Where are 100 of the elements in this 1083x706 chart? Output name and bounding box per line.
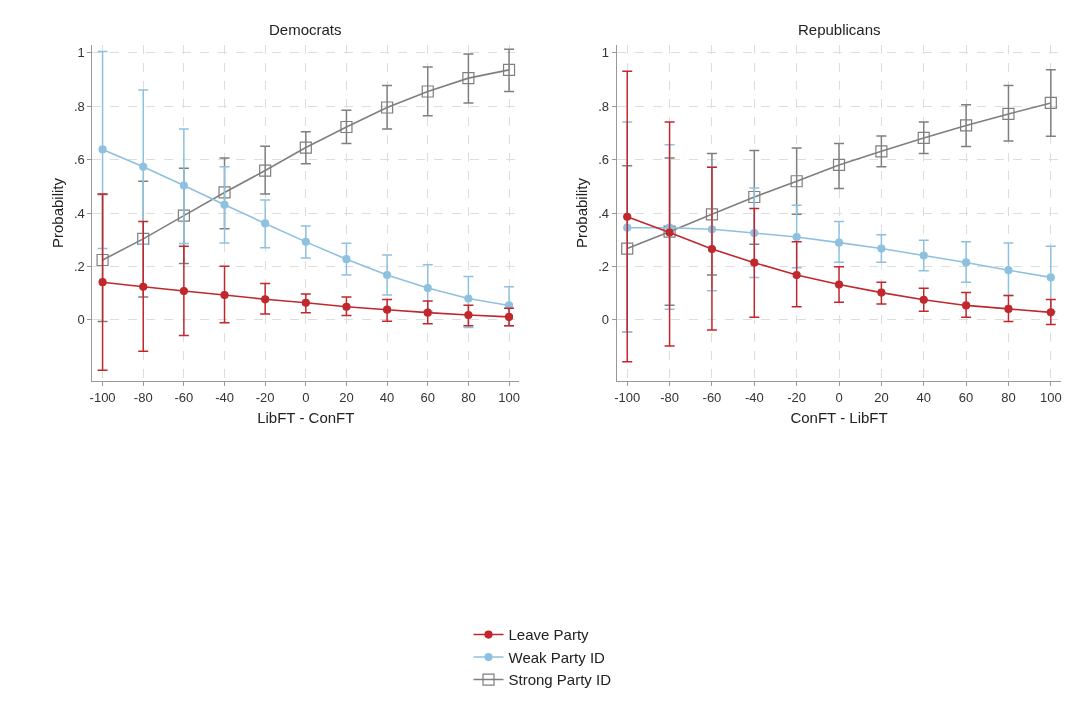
x-tick-label: 100 <box>498 389 520 405</box>
point <box>504 301 514 310</box>
point <box>504 312 514 322</box>
point <box>342 255 351 264</box>
y-tick-label: .2 <box>598 258 610 274</box>
point <box>1004 304 1013 313</box>
point <box>962 258 971 267</box>
point <box>832 158 846 172</box>
y-tick-label: .6 <box>73 152 85 168</box>
point <box>877 244 886 253</box>
x-tick-label: -100 <box>89 389 116 405</box>
x-tick-label: -20 <box>255 389 275 405</box>
x-tick-label: 100 <box>1039 389 1062 405</box>
point <box>381 101 394 114</box>
x-tick-label: -60 <box>702 389 722 405</box>
y-axis-title: Probability <box>573 177 591 249</box>
point <box>623 212 632 221</box>
x-tick-label: 60 <box>420 389 435 405</box>
point <box>383 270 392 280</box>
point <box>1046 273 1055 282</box>
point <box>960 119 973 132</box>
point <box>621 242 634 255</box>
y-tick-label: .2 <box>73 258 85 274</box>
point <box>423 283 432 293</box>
legend-label: Leave Party <box>508 626 590 644</box>
point <box>917 131 930 145</box>
x-tick-label: -80 <box>660 389 679 405</box>
point <box>218 186 231 199</box>
point <box>1004 266 1013 275</box>
point <box>705 208 719 221</box>
point <box>177 209 190 222</box>
point <box>342 302 351 311</box>
x-tick-label: 80 <box>461 389 476 405</box>
point <box>139 282 148 291</box>
point <box>792 270 801 280</box>
point <box>98 278 107 287</box>
x-tick-label: -60 <box>174 389 194 405</box>
point <box>750 258 759 267</box>
point <box>340 120 353 134</box>
y-tick-label: 1 <box>77 45 85 61</box>
point <box>792 232 801 242</box>
y-tick-label: .6 <box>598 152 610 168</box>
x-tick-label: 40 <box>379 389 395 405</box>
point <box>834 238 844 247</box>
point <box>98 145 107 154</box>
point <box>301 237 310 246</box>
point <box>464 310 473 320</box>
point <box>962 301 971 310</box>
x-tick-label: 40 <box>916 389 931 405</box>
point <box>1046 308 1055 317</box>
legend-label: Strong Party ID <box>508 671 612 689</box>
point <box>790 175 803 188</box>
x-tick-label: 0 <box>302 389 310 405</box>
point <box>707 244 717 254</box>
point <box>423 308 432 317</box>
x-tick-label: -80 <box>133 389 153 405</box>
point <box>301 298 310 307</box>
point <box>919 251 928 260</box>
y-tick-label: .8 <box>73 98 85 114</box>
point <box>748 190 761 204</box>
point <box>462 72 475 85</box>
x-tick-label: 80 <box>1001 389 1016 405</box>
legend-label: Weak Party ID <box>508 648 606 666</box>
x-tick-label: 20 <box>874 389 889 405</box>
chart-title: Republicans <box>798 21 881 38</box>
point <box>96 253 109 267</box>
chart-title: Democrats <box>269 21 342 38</box>
point <box>261 295 270 304</box>
point <box>1044 96 1057 110</box>
point <box>259 164 272 177</box>
point <box>220 290 229 300</box>
x-axis-title: LibFT - ConFT <box>257 408 355 426</box>
y-axis-title: Probability <box>49 177 67 249</box>
point <box>877 288 886 297</box>
x-tick-label: 0 <box>835 389 843 405</box>
point <box>421 85 434 98</box>
point <box>919 295 928 304</box>
x-tick-label: 20 <box>339 389 354 405</box>
point <box>383 305 392 314</box>
point <box>875 145 888 158</box>
point <box>502 63 516 76</box>
point <box>179 181 188 190</box>
x-tick-label: -20 <box>787 389 807 405</box>
y-tick-label: 0 <box>601 312 610 328</box>
point <box>261 219 270 228</box>
point <box>220 200 229 209</box>
x-tick-label: -100 <box>614 389 641 405</box>
point <box>179 286 188 296</box>
point <box>464 294 473 303</box>
y-tick-label: 1 <box>601 45 610 61</box>
point <box>139 162 148 171</box>
y-tick-label: .4 <box>598 205 610 221</box>
point <box>299 141 312 154</box>
point <box>834 280 844 289</box>
point <box>1002 107 1015 121</box>
y-tick-label: .4 <box>73 205 85 221</box>
x-tick-label: -40 <box>215 389 234 405</box>
x-tick-label: -40 <box>744 389 764 405</box>
y-tick-label: .8 <box>598 98 610 114</box>
y-tick-label: 0 <box>77 312 85 328</box>
